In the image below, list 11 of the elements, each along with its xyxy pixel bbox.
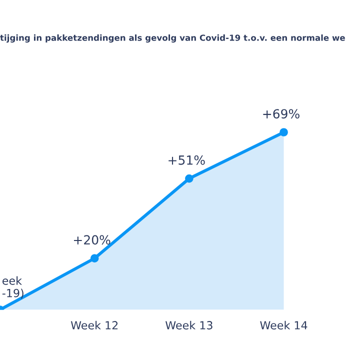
- x-tick-label: Week 13: [166, 320, 212, 330]
- data-label: +51%: [168, 155, 205, 165]
- data-label: +69%: [263, 109, 300, 119]
- x-tick-label: Week 14: [260, 320, 308, 330]
- annotation: eek -19): [2, 276, 24, 299]
- chart-title: tijging in pakketzendingen als gevolg van Covid-19 t.o.v. een normale we: [0, 34, 345, 43]
- data-label: +20%: [74, 235, 110, 245]
- x-tick-label: Week 12: [70, 320, 118, 330]
- point: [90, 254, 99, 262]
- point: [280, 128, 288, 136]
- point: [185, 174, 194, 183]
